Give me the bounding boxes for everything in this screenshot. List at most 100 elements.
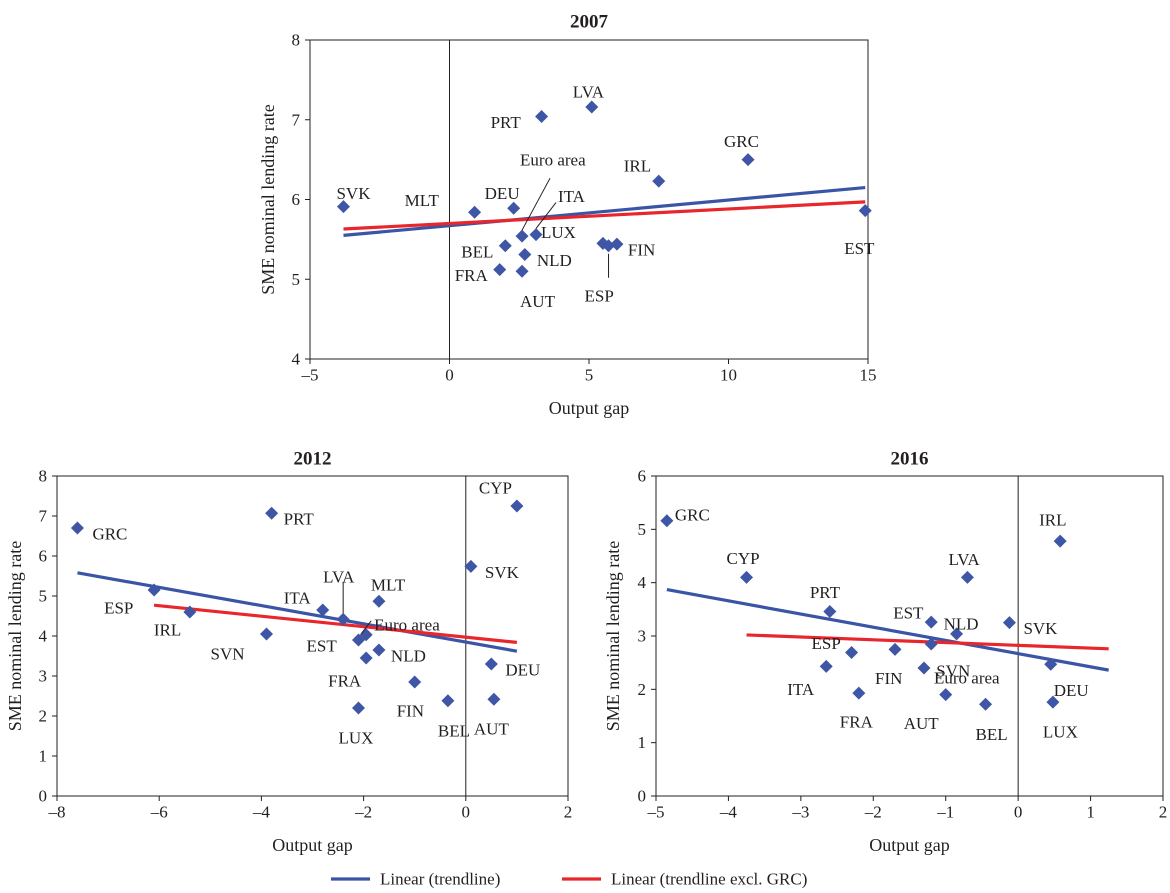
point-label-svk: SVK [1023,619,1058,638]
trendline-all [343,185,866,237]
point-marker-aut [939,688,953,702]
point-label-est: EST [844,239,875,258]
point-marker-lux [1046,695,1060,709]
point-marker-nld [518,248,532,262]
point-marker-svk [336,200,350,214]
x-tick-label: 10 [720,366,737,385]
x-tick-label: –3 [791,803,809,822]
point-marker-lva [336,612,350,626]
point-label-mlt: MLT [405,191,440,210]
y-tick-label: 3 [39,667,48,686]
point-label-fra: FRA [840,713,874,732]
x-tick-label: –8 [48,803,66,822]
point-label-svk: SVK [485,563,520,582]
point-marker-est [351,633,365,647]
point-marker-est [924,615,938,629]
x-tick-label: –2 [354,803,372,822]
point-label-prt: PRT [284,510,315,529]
y-axis-title: SME nominal lending rate [603,541,623,731]
point-label-ita: ITA [787,680,815,699]
point-marker-svn [260,627,274,641]
point-marker-ita [819,659,833,673]
y-tick-label: 6 [638,467,647,486]
x-tick-label: –4 [252,803,271,822]
y-axis-title: SME nominal lending rate [5,541,25,731]
x-tick-label: 2 [1159,803,1168,822]
y-tick-label: 5 [292,270,301,289]
point-marker-esp [845,646,859,660]
x-axis-title: Output gap [272,835,353,855]
trendline-all [666,588,1109,672]
point-label-svk: SVK [336,184,371,203]
trendline-excl-grc [343,200,866,231]
y-tick-label: 6 [292,190,301,209]
point-marker-euro-area [515,229,529,243]
point-label-prt: PRT [491,113,522,132]
y-tick-label: 8 [39,467,48,486]
y-tick-label: 7 [292,110,301,129]
point-label-irl: IRL [624,157,651,176]
x-tick-label: 2 [564,803,573,822]
point-marker-mlt [468,205,482,219]
x-axis-title: Output gap [549,398,630,418]
point-label-est: EST [306,637,337,656]
point-marker-svk [464,559,478,573]
point-label-grc: GRC [92,525,127,544]
point-label-deu: DEU [505,661,540,680]
x-tick-label: 1 [1086,803,1095,822]
point-marker-nld [950,627,964,641]
x-tick-label: –5 [301,366,319,385]
point-marker-lux [351,701,365,715]
y-tick-label: 1 [638,733,647,752]
point-label-svn: SVN [936,662,970,681]
point-label-cyp: CYP [479,479,512,498]
y-tick-label: 2 [638,680,647,699]
point-marker-cyp [740,570,754,584]
y-axis-title: SME nominal lending rate [258,104,278,294]
point-label-aut: AUT [474,720,510,739]
x-tick-label: –6 [150,803,168,822]
point-marker-prt [265,506,279,520]
point-label-fin: FIN [397,702,424,721]
point-label-lva: LVA [323,568,355,587]
point-marker-fin [408,675,422,689]
x-tick-label: –2 [864,803,882,822]
point-label-est: EST [893,604,924,623]
trendline-all [77,571,518,653]
point-marker-irl [1053,534,1067,548]
point-marker-deu [484,657,498,671]
point-label-euro-area: Euro area [934,669,1000,688]
x-tick-label: –1 [936,803,954,822]
point-label-bel: BEL [461,242,493,261]
point-marker-irl [183,605,197,619]
x-tick-label: 0 [1014,803,1023,822]
y-tick-label: 3 [638,627,647,646]
point-label-mlt: MLT [371,576,406,595]
y-tick-label: 2 [39,707,48,726]
point-marker-ita [316,603,330,617]
chart-title: 2007 [570,12,609,33]
leader-line-euro-area [521,177,551,231]
point-marker-lva [960,570,974,584]
point-label-lva: LVA [573,82,605,101]
point-label-aut: AUT [904,714,940,733]
point-label-prt: PRT [810,583,841,602]
point-label-lux: LUX [338,729,373,748]
point-label-esp: ESP [585,286,614,305]
y-tick-label: 1 [39,747,48,766]
y-tick-label: 0 [39,787,48,806]
leader-line-euro-area [360,620,372,635]
point-marker-prt [823,604,837,618]
y-tick-label: 8 [292,31,301,50]
point-marker-nld [372,643,386,657]
point-marker-aut [515,264,529,278]
point-marker-grc [741,153,755,167]
point-label-fin: FIN [628,241,655,260]
legend-label: Linear (trendline) [380,870,500,889]
point-label-svn: SVN [211,645,245,664]
legend: Linear (trendline) Linear (trendline excl… [331,870,807,889]
point-marker-bel [441,694,455,708]
x-axis-title: Output gap [869,835,950,855]
point-label-deu: DEU [1054,681,1089,700]
